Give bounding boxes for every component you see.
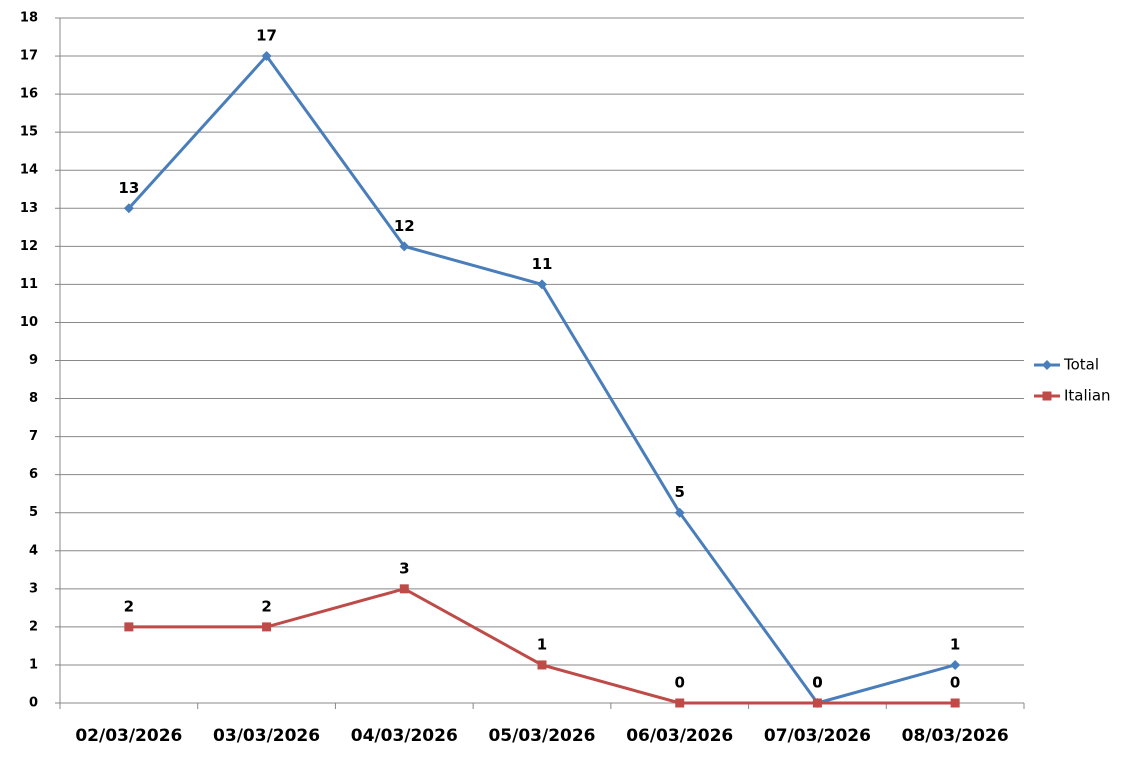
point [399, 241, 410, 252]
point [950, 698, 960, 708]
y-tick-label: 10 [20, 315, 38, 330]
point [399, 584, 409, 594]
y-tick-label: 3 [29, 581, 38, 596]
x-tick-label: 06/03/2026 [626, 726, 733, 746]
x-tick-label: 07/03/2026 [764, 726, 871, 746]
data-label: 17 [256, 27, 277, 45]
point [262, 622, 272, 632]
y-tick-label: 13 [20, 201, 38, 216]
data-label: 0 [950, 674, 960, 692]
x-tick-label: 04/03/2026 [351, 726, 458, 746]
data-label: 0 [812, 674, 822, 692]
y-tick-label: 5 [29, 505, 38, 520]
data-label: 0 [674, 674, 684, 692]
point [123, 203, 134, 214]
y-tick-label: 7 [29, 429, 38, 444]
y-tick-label: 16 [20, 87, 38, 102]
data-label: 5 [674, 483, 684, 501]
x-tick-label: 02/03/2026 [75, 726, 182, 746]
point [675, 698, 685, 708]
series-line [127, 53, 956, 705]
legend-marker [1042, 391, 1052, 401]
x-tick-label: 03/03/2026 [213, 726, 320, 746]
x-tick-label: 05/03/2026 [488, 726, 595, 746]
y-tick-label: 9 [29, 353, 38, 368]
point [950, 659, 961, 670]
y-tick-label: 8 [29, 391, 38, 406]
point [124, 622, 134, 632]
point [674, 507, 685, 518]
x-tick-label: 08/03/2026 [902, 726, 1009, 746]
y-tick-label: 11 [20, 277, 38, 292]
point [812, 698, 822, 708]
legend-marker [1042, 360, 1052, 370]
y-tick-label: 2 [29, 619, 38, 634]
y-tick-label: 0 [29, 696, 38, 711]
data-label: 0 [812, 674, 822, 692]
data-label: 1 [537, 635, 547, 653]
point [537, 660, 547, 670]
y-tick-label: 4 [29, 543, 38, 558]
y-tick-label: 17 [20, 49, 38, 64]
data-label: 2 [124, 597, 134, 615]
y-tick-label: 12 [20, 239, 38, 254]
data-label: 1 [950, 635, 960, 653]
y-tick-label: 6 [29, 467, 38, 482]
point [261, 51, 272, 62]
y-tick-label: 18 [20, 11, 38, 26]
y-tick-label: 14 [20, 163, 38, 178]
data-label: 12 [394, 217, 415, 235]
y-tick-label: 15 [20, 125, 38, 140]
y-tick-label: 1 [29, 657, 38, 672]
data-label: 2 [261, 597, 271, 615]
data-label: 3 [399, 559, 409, 577]
data-label: 13 [118, 179, 139, 197]
data-label: 11 [532, 255, 553, 273]
point [537, 279, 547, 290]
legend-label: Italian [1064, 387, 1111, 405]
legend-label: Total [1063, 356, 1099, 374]
